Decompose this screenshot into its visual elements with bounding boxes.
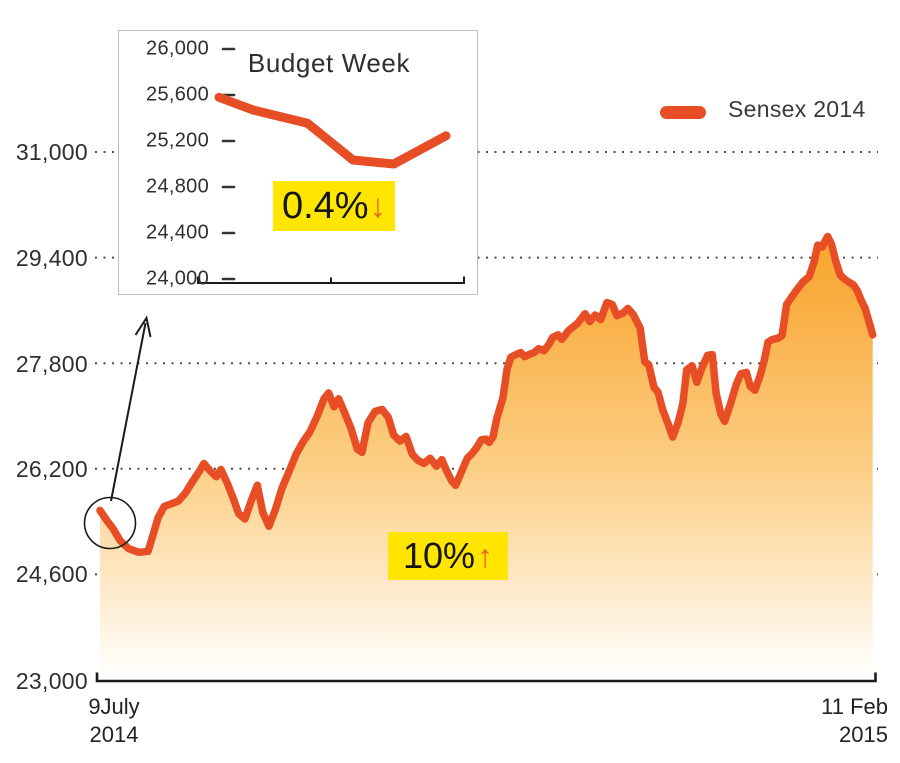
area-fill	[100, 236, 873, 681]
y-tick-29400: 29,400	[15, 245, 88, 271]
x-end-year: 2015	[839, 722, 888, 747]
down-arrow-icon: ↓	[369, 187, 387, 224]
x-axis-start-label: 9July 2014	[59, 693, 169, 749]
start-point-circle	[83, 496, 137, 550]
legend-label: Sensex 2014	[728, 96, 866, 122]
y-tick-31000: 31,000	[15, 139, 88, 165]
x-start-date: 9July	[88, 694, 140, 719]
loss-percent: 0.4%	[281, 184, 369, 227]
x-axis-end-label: 11 Feb 2015	[758, 693, 888, 749]
price-line	[96, 232, 877, 557]
inset-price-line	[214, 92, 451, 169]
x-end-date: 11 Feb	[821, 694, 888, 719]
inset-chart-canvas	[197, 47, 465, 284]
inset-y-tick-24400: 24,400	[146, 221, 209, 244]
y-tick-24600: 24,600	[15, 561, 88, 587]
gain-annotation: 10% ↑	[388, 532, 508, 580]
y-tick-27800: 27,800	[15, 351, 88, 377]
inset-title: Budget Week	[247, 48, 411, 78]
budget-week-inset: Budget Week 26,000 25,600 25,200 24,800 …	[118, 30, 478, 295]
x-axis	[95, 672, 877, 683]
loss-annotation: 0.4% ↓	[273, 181, 395, 231]
inset-y-tick-26000: 26,000	[146, 37, 209, 60]
inset-y-tick-24800: 24,800	[146, 175, 209, 198]
legend: Sensex 2014	[660, 96, 866, 123]
y-tick-26200: 26,200	[15, 456, 88, 482]
inset-y-tick-25200: 25,200	[146, 129, 209, 152]
x-start-year: 2014	[89, 722, 139, 747]
legend-swatch-icon	[660, 106, 706, 119]
arrowhead-icon	[134, 315, 152, 338]
gain-percent: 10%	[402, 535, 476, 576]
up-arrow-icon: ↑	[477, 537, 494, 574]
inset-pointer-arrow	[110, 322, 147, 502]
inset-y-tick-25600: 25,600	[146, 83, 209, 106]
y-tick-23000: 23,000	[15, 668, 88, 694]
inset-y-tick-24000: 24,000	[146, 267, 209, 290]
